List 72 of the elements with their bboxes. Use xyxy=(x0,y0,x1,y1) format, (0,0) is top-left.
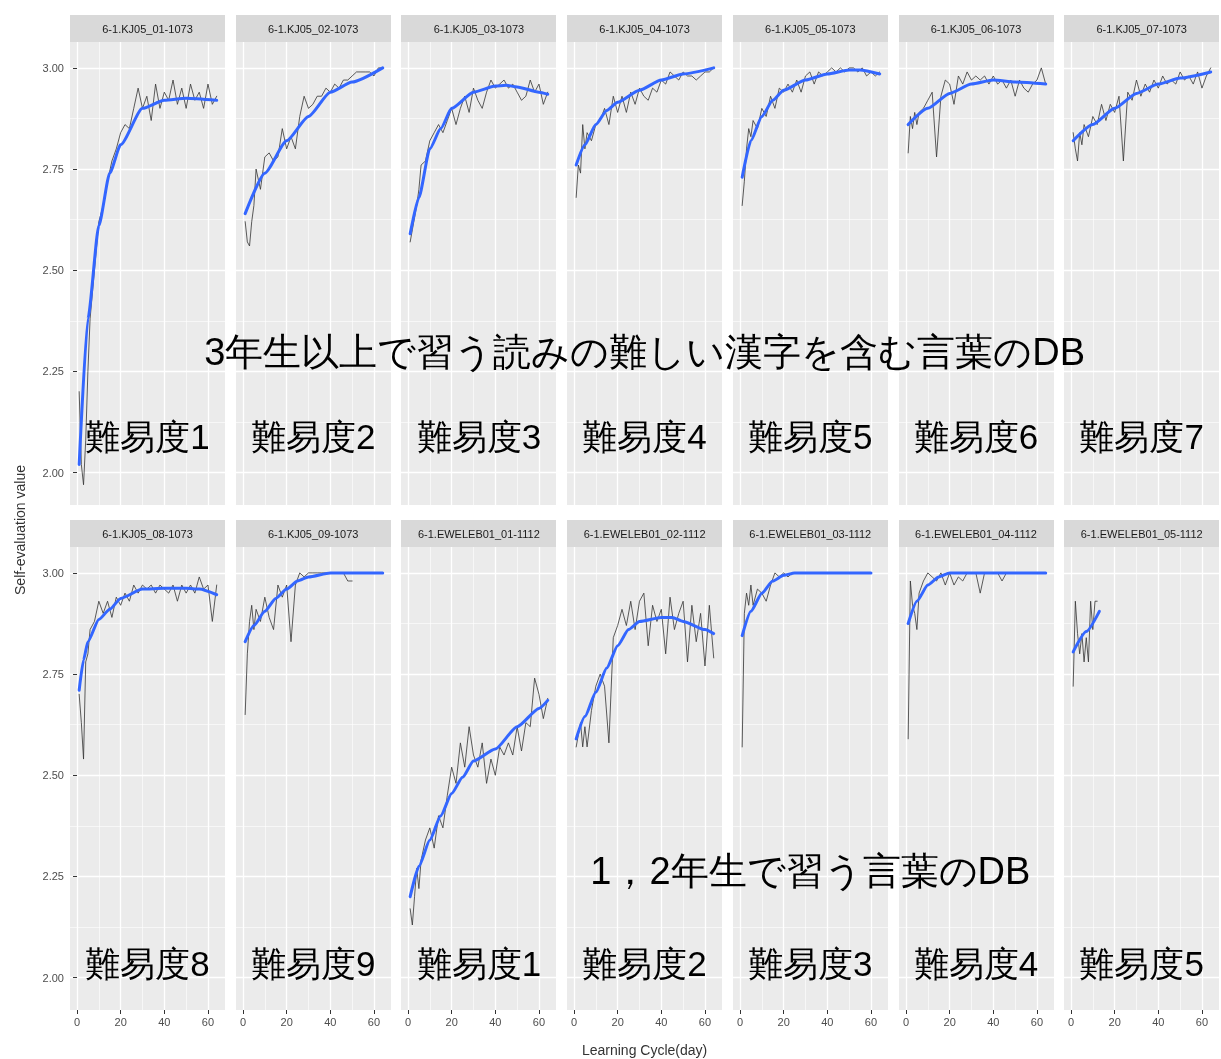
x-tick-label: 0 xyxy=(73,1015,81,1028)
line-series xyxy=(78,576,218,760)
x-tick-label: 60 xyxy=(533,1015,546,1028)
annotation: 1，2年生で習う言葉のDB xyxy=(590,850,1031,893)
x-tick-label: 20 xyxy=(943,1015,956,1028)
x-tick-label: 20 xyxy=(114,1015,127,1028)
chart-title: 6-1.KJ05_07-1073 xyxy=(1064,15,1220,42)
x-tick-label: 40 xyxy=(655,1015,668,1028)
x-tick-label: 0 xyxy=(736,1015,743,1028)
annotation: 難易度4 xyxy=(582,416,707,457)
chart-title: 6-1.KJ05_05-1073 xyxy=(732,15,888,42)
x-tick-label: 40 xyxy=(158,1015,171,1028)
y-tick-label: 2.00 xyxy=(42,466,64,479)
chart-title: 6-1.EWELEB01_02-1112 xyxy=(567,520,723,547)
chart-title: 6-1.KJ05_04-1073 xyxy=(567,15,723,42)
y-tick-label: 3.00 xyxy=(42,566,64,579)
annotation: 難易度4 xyxy=(913,943,1039,984)
chart-title: 6-1.KJ05_03-1073 xyxy=(401,15,557,42)
chart-title: 6-1.EWELEB01_04-1112 xyxy=(898,520,1054,547)
annotation: 難易度8 xyxy=(85,943,210,984)
x-tick-label: 60 xyxy=(864,1015,877,1028)
y-tick-label: 2.75 xyxy=(42,163,64,176)
chart-title: 6-1.EWELEB01_05-1112 xyxy=(1064,520,1220,547)
y-tick-label: 2.50 xyxy=(42,264,64,277)
x-tick-label: 40 xyxy=(489,1015,502,1028)
x-tick-label: 40 xyxy=(323,1015,337,1028)
x-tick-label: 20 xyxy=(280,1015,293,1028)
y-tick-label: 2.25 xyxy=(42,365,64,378)
line-series xyxy=(77,586,219,692)
x-tick-label: 60 xyxy=(367,1015,380,1028)
x-tick-label: 60 xyxy=(201,1015,215,1028)
annotation: 難易度1 xyxy=(85,416,210,457)
x-tick-label: 0 xyxy=(902,1015,909,1028)
annotation: 難易度2 xyxy=(250,416,376,457)
annotation: 3年生以上で習う読みの難しい漢字を含む言葉のDB xyxy=(204,331,1086,374)
y-tick-label: 2.75 xyxy=(42,668,64,681)
chart-title: 6-1.KJ05_09-1073 xyxy=(235,520,391,547)
x-tick-label: 0 xyxy=(405,1015,412,1028)
annotation: 難易度3 xyxy=(416,416,542,457)
x-tick-label: 0 xyxy=(239,1015,246,1028)
x-tick-label: 0 xyxy=(1068,1015,1075,1028)
x-axis-title: Learning Cycle(day) xyxy=(581,1042,708,1058)
x-tick-label: 20 xyxy=(1108,1015,1121,1028)
x-tick-label: 40 xyxy=(986,1015,999,1028)
annotation: 難易度9 xyxy=(250,943,376,984)
chart-title: 6-1.KJ05_02-1073 xyxy=(235,15,391,42)
chart-title: 6-1.KJ05_08-1073 xyxy=(70,520,225,547)
x-tick-label: 60 xyxy=(698,1015,712,1028)
chart-title: 6-1.EWELEB01_03-1112 xyxy=(732,520,888,547)
x-tick-label: 20 xyxy=(777,1015,790,1028)
y-tick-label: 2.50 xyxy=(42,769,64,782)
x-tick-label: 20 xyxy=(611,1015,624,1028)
chart-title: 6-1.KJ05_01-1073 xyxy=(70,15,225,42)
annotation: 難易度2 xyxy=(582,943,707,984)
x-tick-label: 40 xyxy=(820,1015,834,1028)
annotation: 難易度6 xyxy=(913,416,1039,457)
annotation: 難易度5 xyxy=(748,416,873,457)
y-tick-label: 3.00 xyxy=(42,61,64,74)
x-tick-label: 60 xyxy=(1030,1015,1043,1028)
chart-title: 6-1.EWELEB01_01-1112 xyxy=(401,520,557,547)
annotation: 難易度5 xyxy=(1079,943,1204,984)
x-tick-label: 60 xyxy=(1196,1015,1209,1028)
x-tick-label: 0 xyxy=(571,1015,578,1028)
chart-title: 6-1.KJ05_06-1073 xyxy=(898,15,1054,42)
x-tick-label: 20 xyxy=(445,1015,459,1028)
y-tick-label: 2.25 xyxy=(42,870,64,883)
annotation: 難易度1 xyxy=(416,943,542,984)
annotation: 難易度7 xyxy=(1079,416,1204,457)
x-tick-label: 40 xyxy=(1152,1015,1165,1028)
y-axis-title: Self-evaluation value xyxy=(12,465,28,595)
y-tick-label: 2.00 xyxy=(42,971,64,984)
annotation: 難易度3 xyxy=(748,943,873,984)
